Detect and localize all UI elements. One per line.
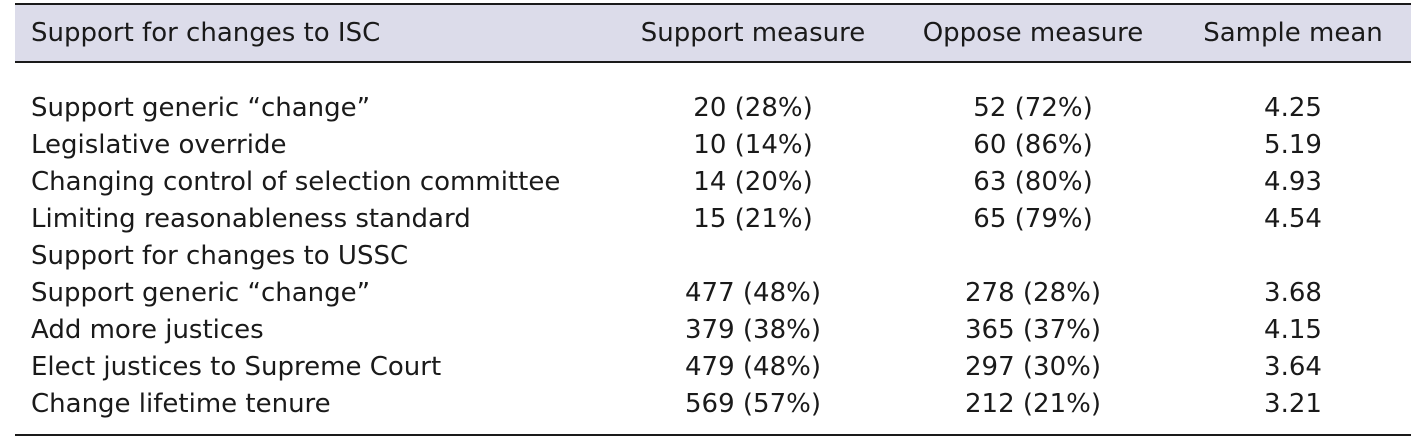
table-row: Legislative override 10 (14%) 60 (86%) 5… <box>15 130 1411 167</box>
section-subheading: Support for changes to USSC <box>31 241 409 271</box>
table-row: Support generic “change” 477 (48%) 278 (… <box>15 278 1411 315</box>
row-support: 15 (21%) <box>693 204 813 234</box>
row-mean: 3.68 <box>1264 278 1322 308</box>
row-mean: 3.21 <box>1264 389 1322 419</box>
row-support: 477 (48%) <box>685 278 821 308</box>
section-subheading-row: Support for changes to USSC <box>15 241 1411 278</box>
row-oppose: 365 (37%) <box>965 315 1101 345</box>
row-support: 479 (48%) <box>685 352 821 382</box>
table-row: Changing control of selection committee … <box>15 167 1411 204</box>
table-row: Support generic “change” 20 (28%) 52 (72… <box>15 93 1411 130</box>
table-header: Support for changes to ISC Support measu… <box>15 5 1411 61</box>
row-mean: 4.15 <box>1264 315 1322 345</box>
header-oppose-column: Oppose measure <box>922 18 1144 48</box>
results-table: Support for changes to ISC Support measu… <box>15 3 1411 436</box>
bottom-rule <box>15 434 1411 436</box>
row-label: Elect justices to Supreme Court <box>31 352 442 382</box>
row-oppose: 278 (28%) <box>965 278 1101 308</box>
row-label: Add more justices <box>31 315 264 345</box>
row-label: Limiting reasonableness standard <box>31 204 471 234</box>
table-row: Change lifetime tenure 569 (57%) 212 (21… <box>15 389 1411 426</box>
row-mean: 3.64 <box>1264 352 1322 382</box>
row-mean: 4.54 <box>1264 204 1322 234</box>
row-support: 20 (28%) <box>693 93 813 123</box>
row-support: 14 (20%) <box>693 167 813 197</box>
row-oppose: 297 (30%) <box>965 352 1101 382</box>
top-rule <box>15 3 1411 5</box>
row-oppose: 63 (80%) <box>973 167 1093 197</box>
table-row: Add more justices 379 (38%) 365 (37%) 4.… <box>15 315 1411 352</box>
row-label: Legislative override <box>31 130 287 160</box>
row-mean: 4.25 <box>1264 93 1322 123</box>
row-label: Change lifetime tenure <box>31 389 331 419</box>
row-oppose: 65 (79%) <box>973 204 1093 234</box>
row-support: 10 (14%) <box>693 130 813 160</box>
row-oppose: 60 (86%) <box>973 130 1093 160</box>
row-label: Support generic “change” <box>31 93 371 123</box>
row-support: 379 (38%) <box>685 315 821 345</box>
header-support-column: Support measure <box>640 18 866 48</box>
row-support: 569 (57%) <box>685 389 821 419</box>
row-label: Support generic “change” <box>31 278 371 308</box>
row-mean: 4.93 <box>1264 167 1322 197</box>
row-oppose: 52 (72%) <box>973 93 1093 123</box>
header-mean-column: Sample mean <box>1203 18 1383 48</box>
row-mean: 5.19 <box>1264 130 1322 160</box>
row-oppose: 212 (21%) <box>965 389 1101 419</box>
table-row: Limiting reasonableness standard 15 (21%… <box>15 204 1411 241</box>
header-rule <box>15 61 1411 63</box>
table-row: Elect justices to Supreme Court 479 (48%… <box>15 352 1411 389</box>
header-label-column: Support for changes to ISC <box>31 18 381 48</box>
table-body: Support generic “change” 20 (28%) 52 (72… <box>15 63 1411 434</box>
row-label: Changing control of selection committee <box>31 167 561 197</box>
